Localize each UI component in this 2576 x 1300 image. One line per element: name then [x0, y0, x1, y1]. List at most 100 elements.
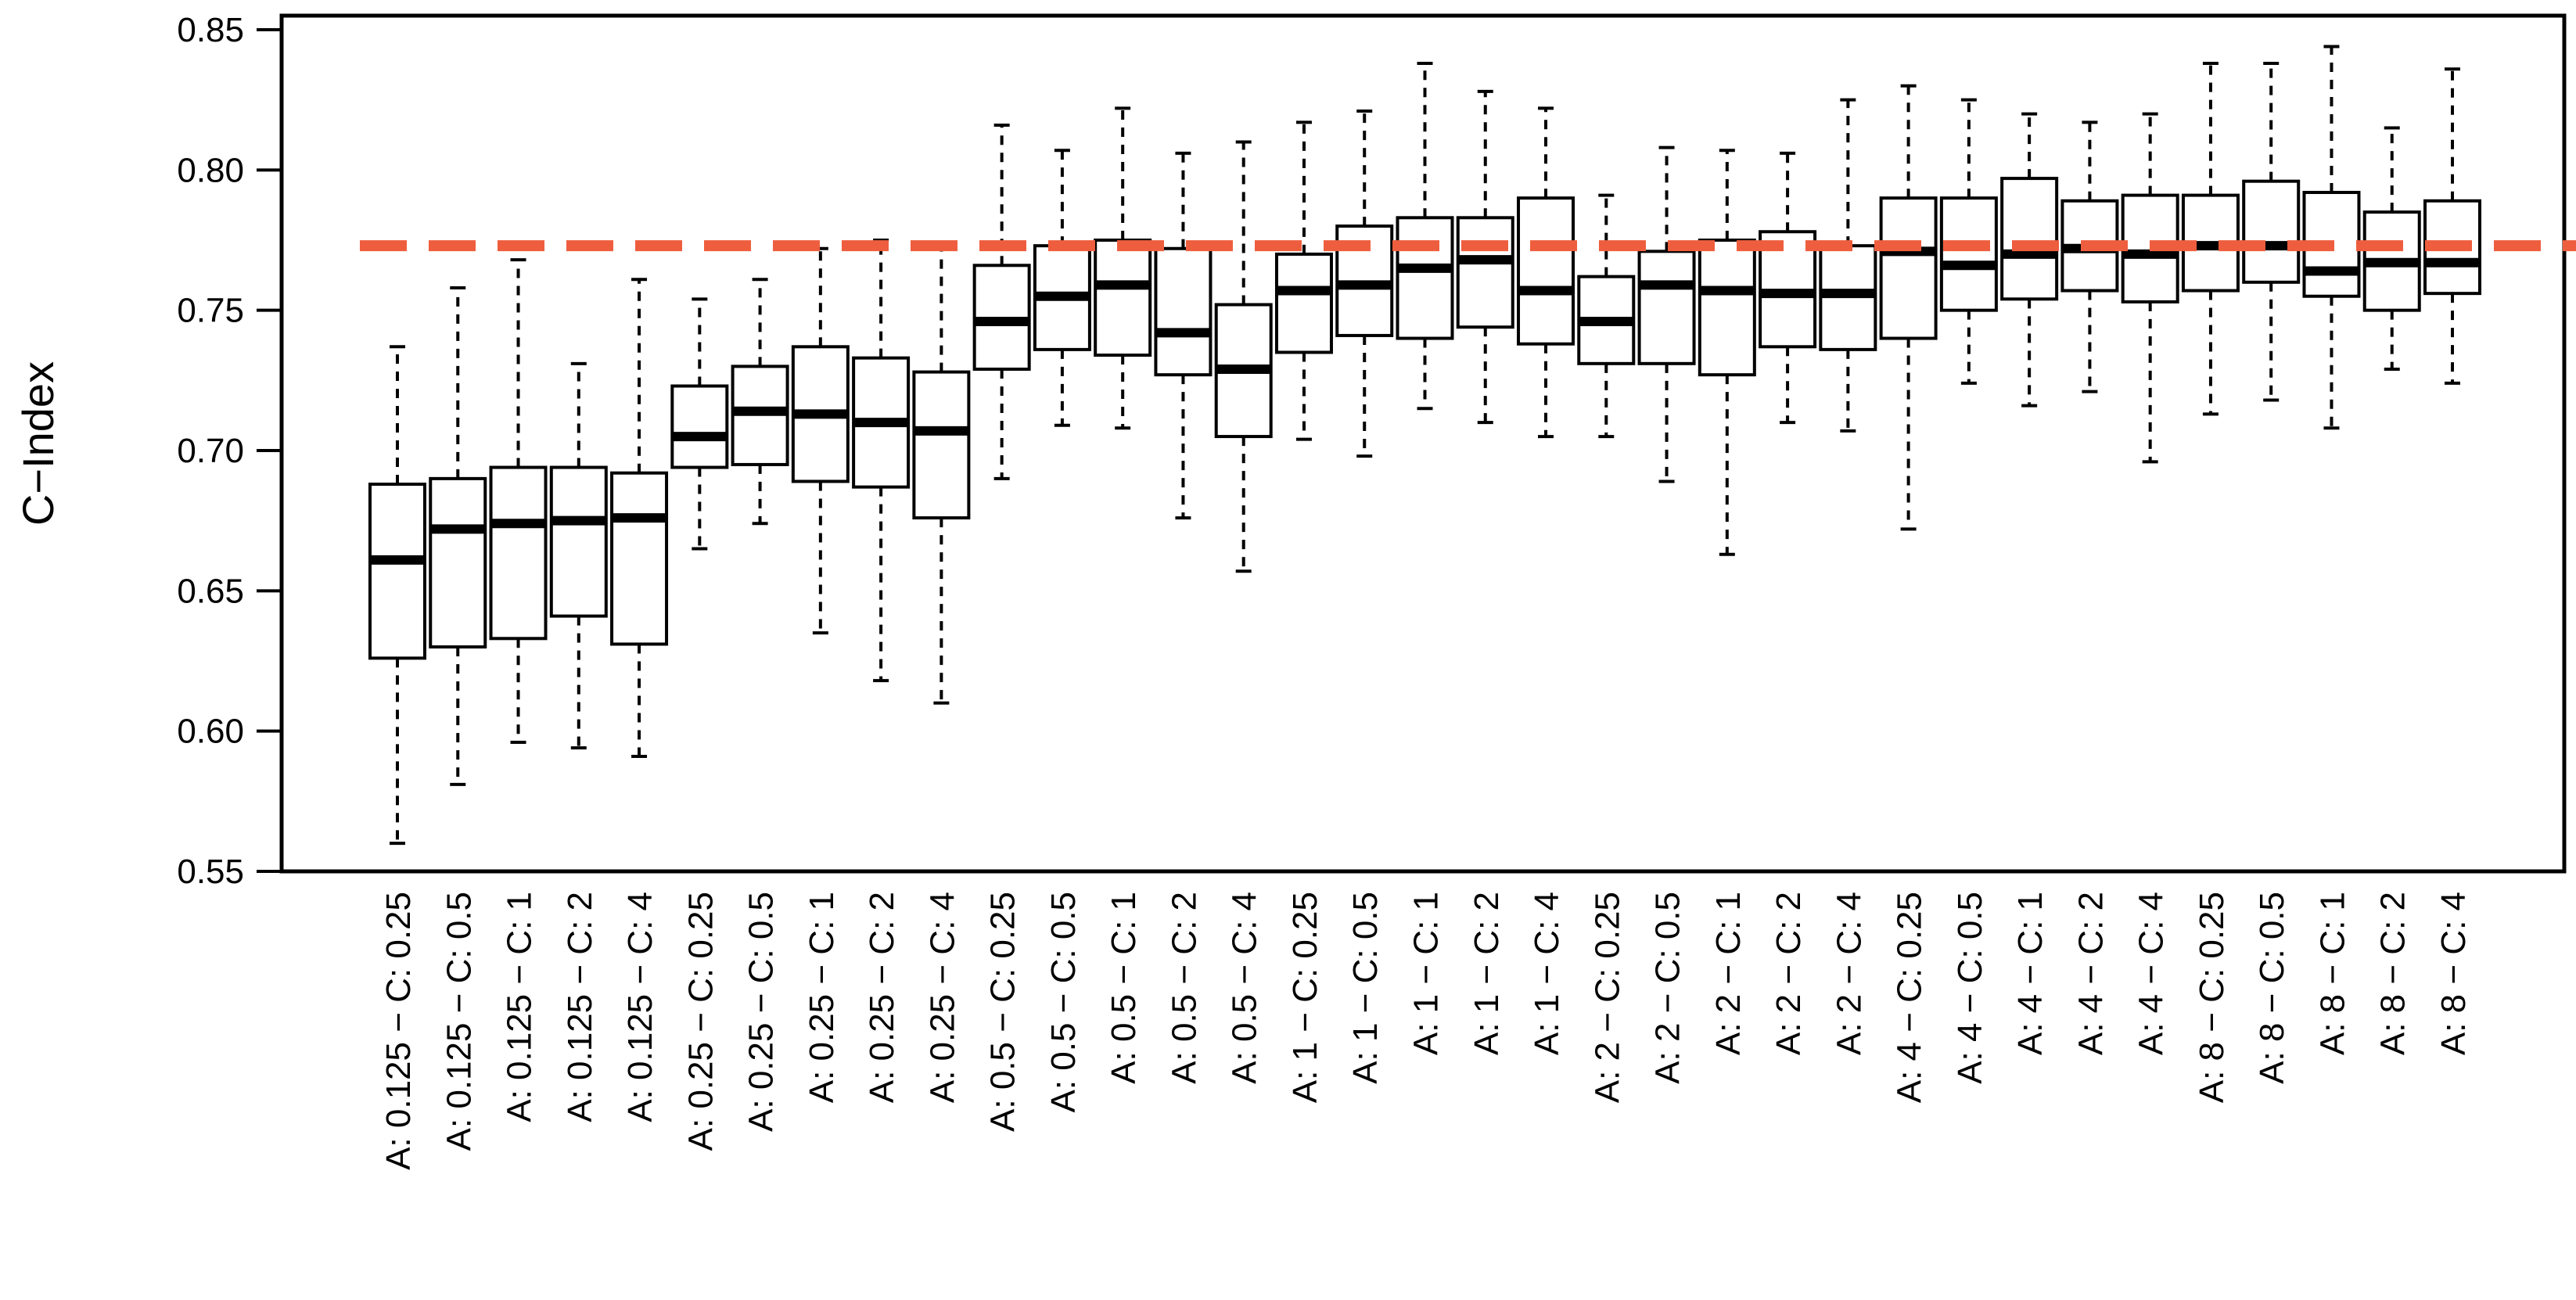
- x-category-label: A: 0.125 − C: 0.25: [379, 892, 418, 1170]
- x-category-label: A: 2 − C: 1: [1709, 892, 1748, 1055]
- box-group: [1094, 106, 1152, 430]
- x-category-label: A: 2 − C: 0.5: [1649, 892, 1687, 1084]
- x-category-label: A: 4 − C: 2: [2071, 892, 2110, 1055]
- box-iqr: [1094, 239, 1152, 357]
- x-category-label: A: 8 − C: 2: [2374, 892, 2413, 1055]
- y-tick-label: 0.60: [177, 713, 244, 751]
- box-group: [2242, 62, 2301, 402]
- x-category-label: A: 0.25 − C: 0.5: [742, 892, 781, 1132]
- box-iqr: [1637, 250, 1696, 365]
- x-category-label: A: 4 − C: 0.5: [1951, 892, 1989, 1084]
- box-group: [1335, 110, 1394, 458]
- x-category-label: A: 1 − C: 2: [1468, 892, 1506, 1055]
- x-category-label: A: 0.125 − C: 4: [621, 892, 659, 1122]
- box-iqr: [2000, 177, 2059, 301]
- box-group: [2181, 62, 2240, 416]
- box-iqr: [1456, 216, 1514, 329]
- box-group: [1396, 62, 1454, 411]
- box-group: [791, 246, 850, 635]
- box-group: [1214, 140, 1273, 573]
- box-iqr: [912, 370, 971, 520]
- y-tick-label: 0.65: [177, 572, 244, 610]
- x-category-label: A: 8 − C: 4: [2434, 892, 2473, 1055]
- x-category-label: A: 1 − C: 1: [1407, 892, 1446, 1055]
- x-category-label: A: 8 − C: 1: [2313, 892, 2351, 1055]
- x-category-label: A: 0.5 − C: 2: [1165, 892, 1203, 1084]
- box-group: [489, 258, 548, 745]
- box-group: [1637, 145, 1696, 483]
- box-iqr: [1154, 246, 1213, 377]
- x-category-label: A: 0.25 − C: 2: [863, 892, 901, 1103]
- box-iqr: [1274, 252, 1333, 354]
- y-tick-label: 0.80: [177, 151, 244, 189]
- box-iqr: [1698, 239, 1756, 377]
- box-group: [972, 123, 1031, 480]
- x-category-label: A: 4 − C: 1: [2011, 892, 2050, 1055]
- box-group: [731, 278, 789, 526]
- box-group: [912, 241, 971, 705]
- box-iqr: [2242, 179, 2301, 284]
- box-group: [1456, 89, 1514, 425]
- x-category-label: A: 0.5 − C: 1: [1105, 892, 1143, 1084]
- box-group: [1939, 98, 1998, 385]
- box-iqr: [1517, 196, 1575, 346]
- x-axis-labels: A: 0.125 − C: 0.25 A: 0.125 − C: 0.5 A: 0.…: [379, 892, 2473, 1170]
- x-category-label: A: 1 − C: 0.5: [1346, 892, 1385, 1084]
- box-group: [2000, 112, 2059, 408]
- box-group: [549, 361, 608, 750]
- box-group: [1154, 151, 1213, 520]
- x-category-label: A: 2 − C: 2: [1769, 892, 1808, 1055]
- box-group: [368, 345, 426, 846]
- x-category-label: A: 4 − C: 4: [2132, 892, 2171, 1055]
- box-group: [1759, 151, 1817, 425]
- box-iqr: [549, 465, 608, 618]
- box-group: [1577, 193, 1636, 439]
- box-group: [670, 297, 729, 551]
- y-tick-label: 0.75: [177, 292, 244, 330]
- box-group: [2423, 67, 2481, 385]
- y-tick-label: 0.55: [177, 853, 244, 891]
- box-group: [2362, 126, 2421, 371]
- x-category-label: A: 8 − C: 0.5: [2253, 892, 2291, 1084]
- x-category-label: A: 0.125 − C: 2: [561, 892, 599, 1122]
- x-category-label: A: 0.5 − C: 0.5: [1044, 892, 1083, 1113]
- x-category-label: A: 2 − C: 4: [1830, 892, 1868, 1055]
- box-group: [429, 285, 487, 786]
- y-tick-label: 0.85: [177, 11, 244, 49]
- box-iqr: [489, 465, 548, 641]
- x-category-label: A: 8 − C: 0.25: [2193, 892, 2231, 1103]
- box-group: [610, 278, 669, 758]
- x-category-label: A: 4 − C: 0.25: [1891, 892, 1929, 1103]
- plot-frame: [279, 13, 2567, 874]
- box-group: [2060, 120, 2119, 393]
- box-group: [1879, 84, 1938, 531]
- box-group: [1274, 120, 1333, 441]
- x-category-label: A: 0.125 − C: 0.5: [440, 892, 478, 1151]
- box-group: [2121, 112, 2179, 464]
- x-category-label: A: 0.5 − C: 0.25: [984, 892, 1022, 1132]
- box-iqr: [610, 471, 669, 646]
- box-iqr: [1879, 196, 1938, 340]
- box-group: [1517, 106, 1575, 439]
- x-category-label: A: 1 − C: 0.25: [1286, 892, 1324, 1103]
- box-iqr: [670, 384, 729, 469]
- box-group: [852, 239, 911, 683]
- y-tick-label: 0.70: [177, 432, 244, 470]
- x-category-label: A: 0.25 − C: 1: [803, 892, 841, 1103]
- box-group: [1819, 98, 1877, 433]
- boxes-layer: [368, 45, 2481, 846]
- x-category-label: A: 0.125 − C: 1: [501, 892, 539, 1122]
- y-axis: 0.55 0.60 0.65 0.70 0.75 0.80 0.85: [177, 11, 283, 891]
- x-category-label: A: 2 − C: 0.25: [1588, 892, 1626, 1103]
- box-group: [2302, 45, 2361, 430]
- x-category-label: A: 0.5 − C: 4: [1226, 892, 1264, 1084]
- x-category-label: A: 0.25 − C: 0.25: [681, 892, 720, 1151]
- box-iqr: [1396, 216, 1454, 340]
- box-group: [1033, 149, 1091, 427]
- box-iqr: [429, 476, 487, 649]
- y-axis-title: C−Index: [13, 361, 63, 526]
- box-iqr: [1939, 196, 1998, 312]
- x-category-label: A: 0.25 − C: 4: [923, 892, 961, 1103]
- box-iqr: [368, 483, 426, 660]
